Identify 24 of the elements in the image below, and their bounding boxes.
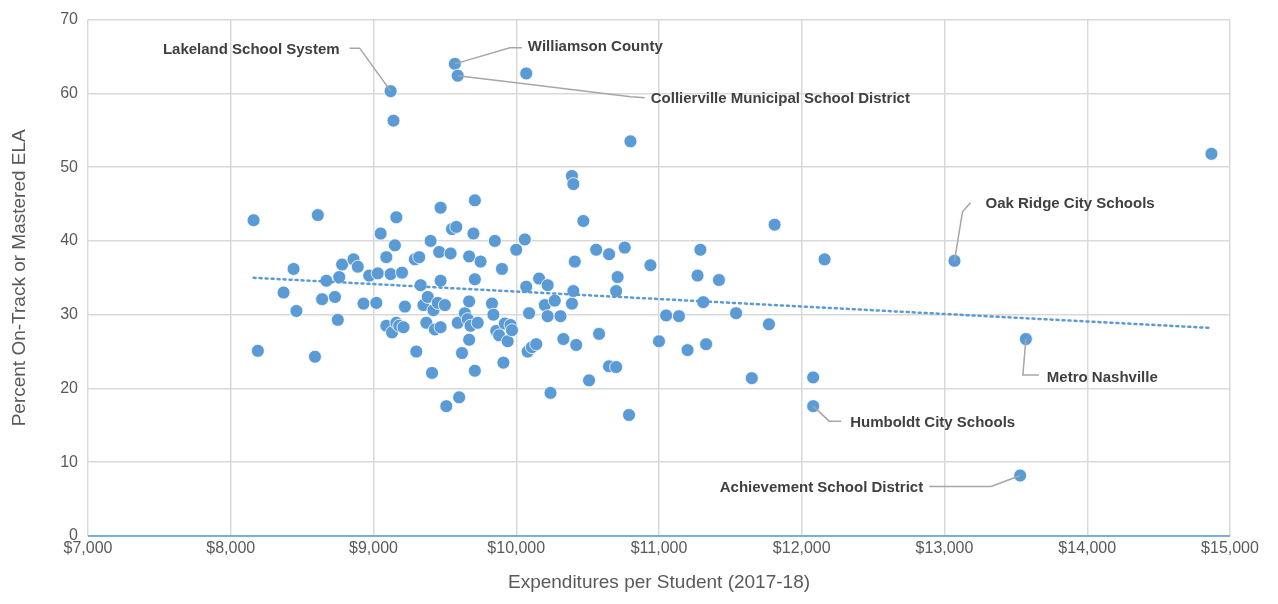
annotation: Collierville Municipal School District (650, 89, 910, 107)
x-tick-label: $12,000 (772, 539, 831, 557)
annotation: Achievement School District (719, 478, 924, 496)
annotation: Oak Ridge City Schools (985, 194, 1155, 212)
annotation: Williamson County (527, 37, 664, 55)
annotation: Metro Nashville (1046, 367, 1158, 385)
y-tick-label: 40 (60, 231, 79, 249)
x-tick-label: $8,000 (206, 539, 256, 557)
x-tick-label: $15,000 (1201, 539, 1260, 557)
y-tick-label: 30 (60, 305, 79, 323)
y-tick-label: 10 (60, 452, 79, 470)
x-tick-label: $14,000 (1058, 539, 1117, 557)
y-axis-title: Percent On-Track or Mastered ELA (7, 128, 29, 427)
x-tick-label: $10,000 (487, 539, 546, 557)
y-tick-label: 70 (60, 10, 79, 28)
y-tick-label: 50 (60, 157, 79, 175)
x-tick-label: $13,000 (915, 539, 974, 557)
y-tick-label: 60 (60, 83, 79, 101)
x-axis-title: Expenditures per Student (2017-18) (507, 570, 811, 592)
y-tick-label: 20 (60, 378, 79, 396)
annotation: Humboldt City Schools (850, 412, 1016, 430)
x-tick-label: $11,000 (630, 539, 688, 557)
annotation: Lakeland School System (162, 39, 340, 57)
x-tick-label: $9,000 (349, 539, 399, 557)
